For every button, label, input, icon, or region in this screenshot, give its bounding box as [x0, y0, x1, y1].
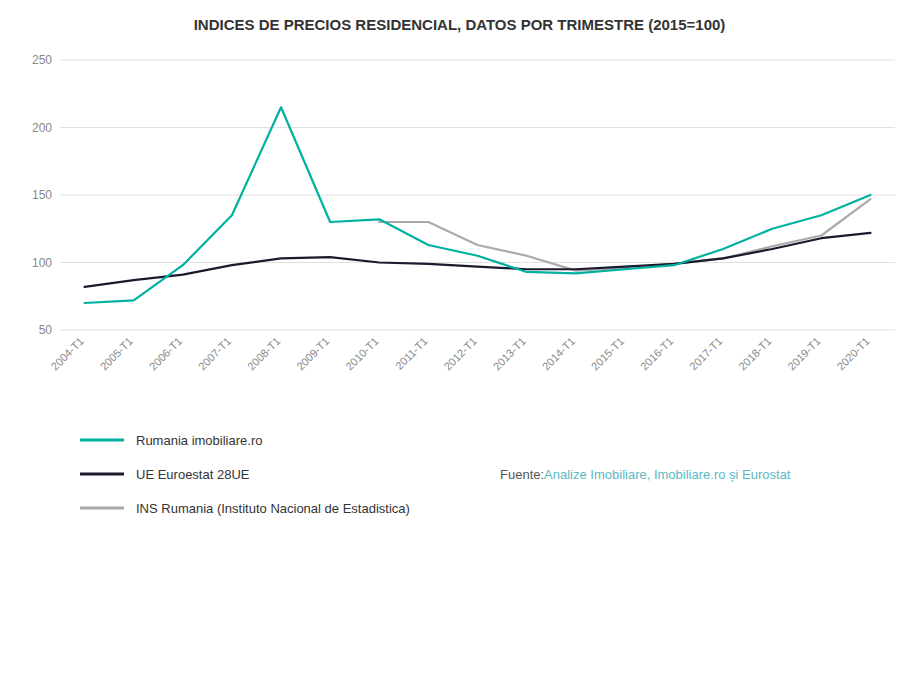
- x-tick-label: 2017-T1: [687, 335, 724, 372]
- x-tick-label: 2016-T1: [638, 335, 675, 372]
- x-tick-label: 2013-T1: [491, 335, 528, 372]
- y-tick-label: 200: [32, 121, 52, 135]
- grid: [60, 60, 895, 330]
- grid-line: [60, 127, 895, 128]
- grid-line: [60, 330, 895, 331]
- y-tick-label: 150: [32, 188, 52, 202]
- y-tick-label: 100: [32, 256, 52, 270]
- x-tick-label: 2008-T1: [245, 335, 282, 372]
- annotation: Fuente:: [500, 467, 544, 482]
- x-tick-label: 2004-T1: [49, 335, 86, 372]
- chart: INDICES DE PRECIOS RESIDENCIAL, DATOS PO…: [0, 0, 919, 690]
- legend-swatch: [80, 473, 124, 476]
- x-tick-label: 2020-T1: [834, 335, 871, 372]
- x-tick-label: 2006-T1: [147, 335, 184, 372]
- legend-swatch: [80, 507, 124, 510]
- series-line: [85, 107, 871, 303]
- grid-line: [60, 195, 895, 196]
- legend-label: INS Rumania (Instituto Nacional de Estad…: [136, 501, 410, 516]
- y-tick-label: 50: [39, 323, 53, 337]
- series-line: [85, 233, 871, 287]
- x-tick-label: 2014-T1: [540, 335, 577, 372]
- x-tick-label: 2018-T1: [736, 335, 773, 372]
- annotation: Analize Imobiliare, Imobiliare.ro și Eur…: [544, 467, 791, 482]
- x-tick-label: 2010-T1: [343, 335, 380, 372]
- lines: [85, 107, 871, 303]
- series-line: [379, 199, 870, 271]
- y-tick-label: 250: [32, 53, 52, 67]
- legend-label: Rumania imobiliare.ro: [136, 433, 262, 448]
- legend: Rumania imobiliare.ro UE Euroestat 28UE IN…: [80, 433, 410, 516]
- x-tick-label: 2015-T1: [589, 335, 626, 372]
- x-tick-label: 2007-T1: [196, 335, 233, 372]
- legend-swatch: [80, 439, 124, 442]
- x-tick-label: 2011-T1: [393, 335, 430, 372]
- x-tick-label: 2005-T1: [98, 335, 135, 372]
- x-tick-label: 2012-T1: [441, 335, 478, 372]
- x-tick-label: 2019-T1: [785, 335, 822, 372]
- grid-line: [60, 60, 895, 61]
- title: INDICES DE PRECIOS RESIDENCIAL, DATOS PO…: [194, 16, 726, 33]
- x-tick-label: 2009-T1: [294, 335, 331, 372]
- legend-label: UE Euroestat 28UE: [136, 467, 250, 482]
